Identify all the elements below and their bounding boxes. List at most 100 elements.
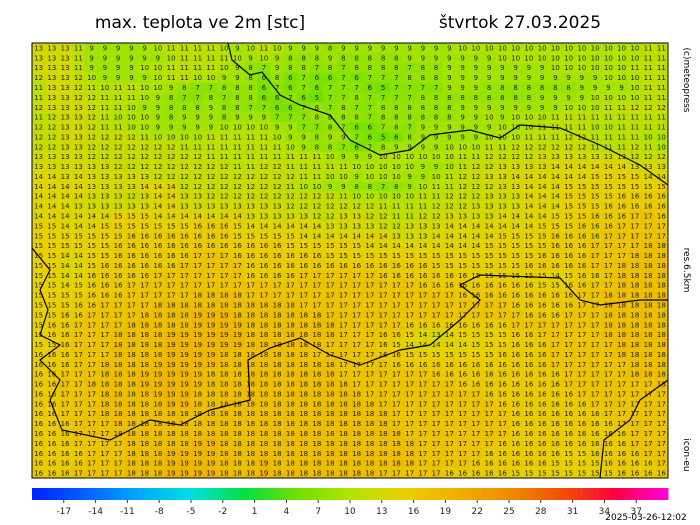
cell-color xyxy=(230,319,245,331)
cell-value: 14 xyxy=(445,341,454,349)
cell-color xyxy=(522,418,536,429)
cell-color xyxy=(323,240,338,251)
cell-color xyxy=(336,220,351,232)
cell-value: 12 xyxy=(326,193,335,201)
cell-value: 18 xyxy=(167,430,176,438)
cell-color xyxy=(615,141,629,153)
cell-value: 17 xyxy=(485,301,494,309)
cell-color xyxy=(111,438,126,449)
cell-color xyxy=(535,319,550,331)
cell-color xyxy=(363,92,377,103)
cell-color xyxy=(283,418,298,429)
cell-color xyxy=(575,369,589,380)
cell-value: 17 xyxy=(564,331,573,339)
cell-color xyxy=(416,270,430,281)
cell-value: 16 xyxy=(577,420,586,428)
cell-color xyxy=(601,329,616,340)
cell-color xyxy=(191,201,205,212)
cell-value: 17 xyxy=(604,390,613,398)
cell-value: 18 xyxy=(657,351,666,359)
cell-value: 18 xyxy=(604,331,613,339)
cell-color xyxy=(164,300,179,311)
cell-color xyxy=(376,122,391,133)
cell-value: 8 xyxy=(354,114,358,122)
cell-value: 10 xyxy=(630,54,639,62)
cell-color xyxy=(456,369,470,380)
cell-value: 18 xyxy=(299,351,308,359)
cell-color xyxy=(562,329,576,340)
cell-color xyxy=(495,418,510,429)
cell-color xyxy=(482,428,497,439)
cell-color xyxy=(257,309,271,321)
cell-color xyxy=(363,62,377,73)
cell-value: 6 xyxy=(262,74,267,82)
cell-value: 11 xyxy=(392,213,401,221)
cell-color xyxy=(230,220,245,232)
cell-value: 14 xyxy=(445,331,454,339)
colorbar-swatch xyxy=(461,488,467,500)
cell-color xyxy=(456,468,470,479)
cell-value: 17 xyxy=(220,272,229,280)
cell-color xyxy=(151,329,165,340)
cell-color xyxy=(58,379,73,390)
cell-value: 9 xyxy=(513,104,517,112)
cell-value: 13 xyxy=(458,213,467,221)
cell-value: 15 xyxy=(498,242,507,250)
cell-value: 13 xyxy=(405,232,414,240)
cell-color xyxy=(58,191,73,202)
cell-value: 16 xyxy=(485,460,494,468)
cell-value: 12 xyxy=(299,193,308,201)
cell-color xyxy=(283,230,298,242)
cell-value: 14 xyxy=(392,242,401,250)
cell-value: 18 xyxy=(114,420,123,428)
cell-color xyxy=(124,280,139,291)
cell-value: 17 xyxy=(564,361,573,369)
cell-value: 17 xyxy=(180,262,189,270)
cell-color xyxy=(71,359,86,370)
cell-value: 15 xyxy=(47,341,56,349)
cell-value: 15 xyxy=(326,242,335,250)
cell-value: 12 xyxy=(206,193,215,201)
cell-color xyxy=(403,62,417,73)
cell-color xyxy=(654,43,669,54)
cell-value: 15 xyxy=(471,272,480,280)
cell-color xyxy=(32,448,46,459)
cell-value: 11 xyxy=(74,54,83,62)
cell-color xyxy=(456,102,470,113)
cell-value: 11 xyxy=(538,133,547,141)
cell-value: 8 xyxy=(381,114,385,122)
cell-value: 8 xyxy=(407,74,411,82)
cell-value: 11 xyxy=(339,163,348,171)
cell-value: 14 xyxy=(524,193,533,201)
cell-color xyxy=(45,260,59,271)
cell-value: 18 xyxy=(365,420,374,428)
cell-value: 12 xyxy=(206,183,215,191)
cell-value: 17 xyxy=(485,311,494,319)
cell-color xyxy=(217,102,232,113)
cell-color xyxy=(442,220,457,232)
cell-value: 15 xyxy=(458,331,467,339)
cell-value: 9 xyxy=(474,64,478,72)
cell-color xyxy=(442,379,457,390)
cell-value: 14 xyxy=(458,341,467,349)
cell-color xyxy=(495,102,510,113)
cell-value: 14 xyxy=(34,203,43,211)
colorbar-swatch xyxy=(323,488,330,500)
cell-value: 17 xyxy=(180,272,189,280)
cell-value: 15 xyxy=(100,242,109,250)
cell-value: 18 xyxy=(246,410,255,418)
cell-value: 10 xyxy=(220,124,229,132)
cell-color xyxy=(469,220,483,232)
cell-value: 14 xyxy=(485,232,494,240)
cell-value: 7 xyxy=(301,114,305,122)
cell-color xyxy=(548,250,563,261)
cell-color xyxy=(456,448,470,459)
cell-color xyxy=(363,112,377,123)
cell-value: 18 xyxy=(617,282,626,290)
cell-value: 8 xyxy=(315,54,319,62)
cell-color xyxy=(654,52,669,64)
cell-value: 8 xyxy=(288,54,292,62)
cell-value: 17 xyxy=(114,321,123,329)
cell-value: 17 xyxy=(365,311,374,319)
cell-color xyxy=(442,398,457,410)
